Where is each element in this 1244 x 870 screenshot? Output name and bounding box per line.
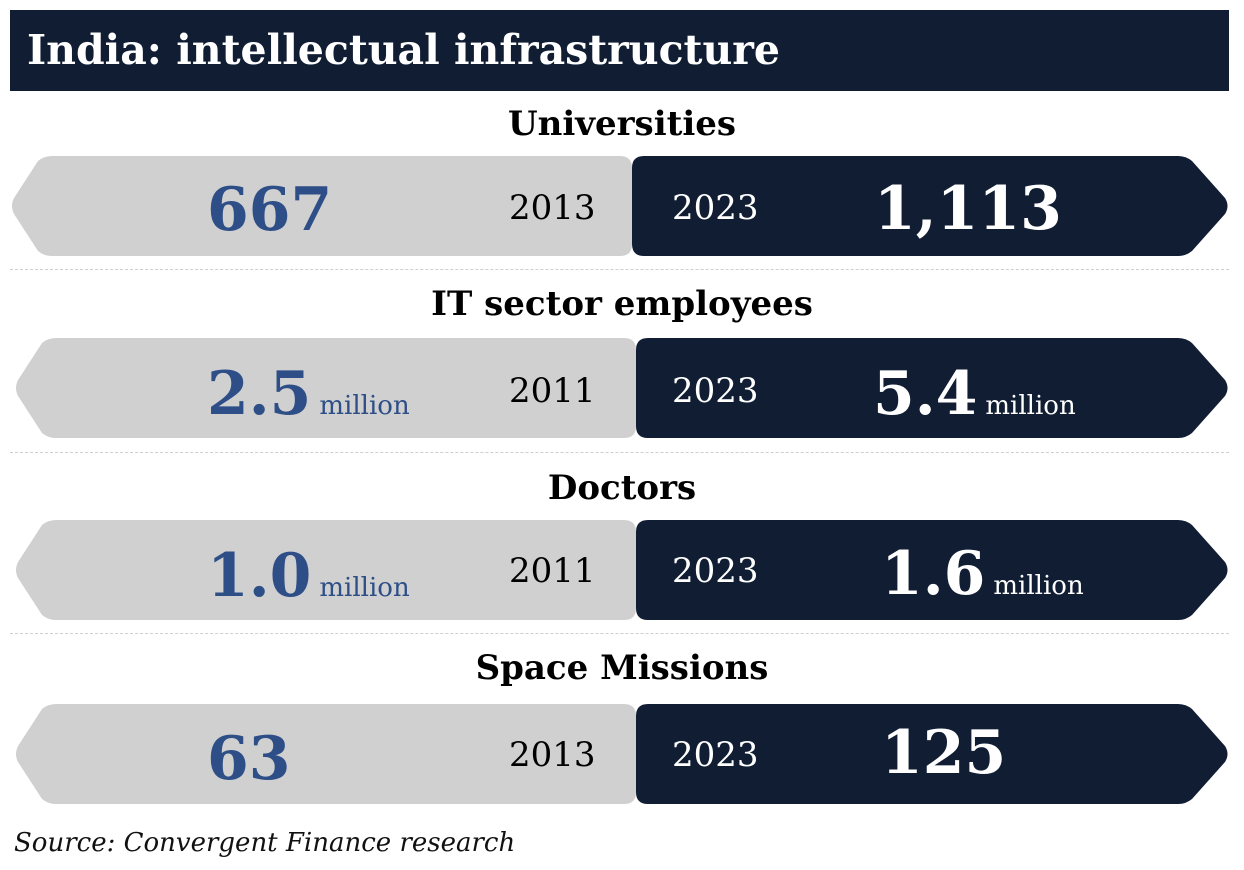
new-value-number: 5.4 xyxy=(873,359,978,429)
divider xyxy=(10,269,1229,270)
old-value-unit: million xyxy=(319,391,410,421)
new-value: 1.6 million xyxy=(881,539,1084,621)
new-value: 125 xyxy=(881,718,1006,788)
old-value: 2.5 million xyxy=(207,359,410,441)
comparison-arrow xyxy=(16,704,1228,804)
old-year: 2011 xyxy=(509,551,596,591)
old-bar xyxy=(16,338,636,438)
new-bar xyxy=(632,156,1228,256)
old-bar xyxy=(16,704,636,804)
new-value-unit: million xyxy=(985,391,1076,421)
metric-label: Universities xyxy=(507,104,737,144)
old-value-number: 63 xyxy=(207,724,291,794)
chart-title: India: intellectual infrastructure xyxy=(27,26,780,74)
new-year: 2023 xyxy=(672,735,759,775)
new-value-number: 1.6 xyxy=(881,539,986,609)
old-value-number: 667 xyxy=(207,175,333,245)
new-value: 5.4 million xyxy=(873,359,1076,441)
old-value: 1.0 million xyxy=(207,541,410,623)
comparison-arrow xyxy=(16,520,1228,620)
new-bar xyxy=(636,338,1228,438)
new-value-number: 1,113 xyxy=(874,174,1062,244)
divider xyxy=(10,633,1229,634)
metric-universities: Universities 667 2013 2023 1,113 xyxy=(0,102,1244,282)
old-year: 2011 xyxy=(509,371,596,411)
new-value-unit: million xyxy=(993,571,1084,601)
divider xyxy=(10,452,1229,453)
old-bar xyxy=(12,156,632,256)
metric-label: Space Missions xyxy=(475,648,769,688)
old-value-unit: million xyxy=(319,573,410,603)
metric-label: Doctors xyxy=(547,468,697,508)
old-value-number: 1.0 xyxy=(207,541,312,611)
comparison-arrow xyxy=(12,156,1228,256)
old-year: 2013 xyxy=(509,735,596,775)
new-year: 2023 xyxy=(672,551,759,591)
old-year: 2013 xyxy=(509,188,596,228)
new-year: 2023 xyxy=(672,371,759,411)
metric-it-sector-employees: IT sector employees 2.5 million 2011 2023… xyxy=(0,282,1244,462)
title-bar: India: intellectual infrastructure xyxy=(10,10,1229,91)
old-value-number: 2.5 xyxy=(207,359,312,429)
old-bar xyxy=(16,520,636,620)
metric-doctors: Doctors 1.0 million 2011 2023 1.6 million xyxy=(0,466,1244,646)
new-bar xyxy=(636,704,1228,804)
new-value-number: 125 xyxy=(881,718,1007,788)
metric-label: IT sector employees xyxy=(431,284,813,324)
source-note: Source: Convergent Finance research xyxy=(14,828,516,858)
old-value: 667 xyxy=(207,175,332,245)
comparison-arrow xyxy=(16,338,1228,438)
new-bar xyxy=(636,520,1228,620)
new-value: 1,113 xyxy=(874,174,1062,244)
old-value: 63 xyxy=(207,724,291,794)
new-year: 2023 xyxy=(672,188,759,228)
metric-space-missions: Space Missions 63 2013 2023 125 xyxy=(0,646,1244,826)
